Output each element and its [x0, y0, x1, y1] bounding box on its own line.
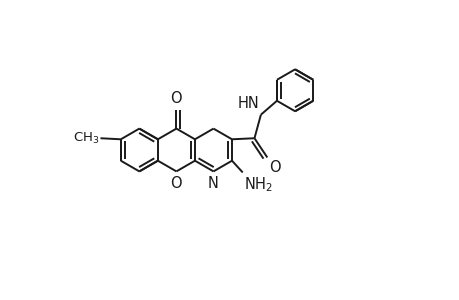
Text: HN: HN — [237, 96, 258, 111]
Text: CH$_3$: CH$_3$ — [73, 131, 99, 146]
Text: O: O — [269, 160, 280, 175]
Text: O: O — [170, 176, 182, 191]
Text: NH$_2$: NH$_2$ — [244, 175, 273, 194]
Text: N: N — [207, 176, 218, 191]
Text: O: O — [170, 91, 182, 106]
